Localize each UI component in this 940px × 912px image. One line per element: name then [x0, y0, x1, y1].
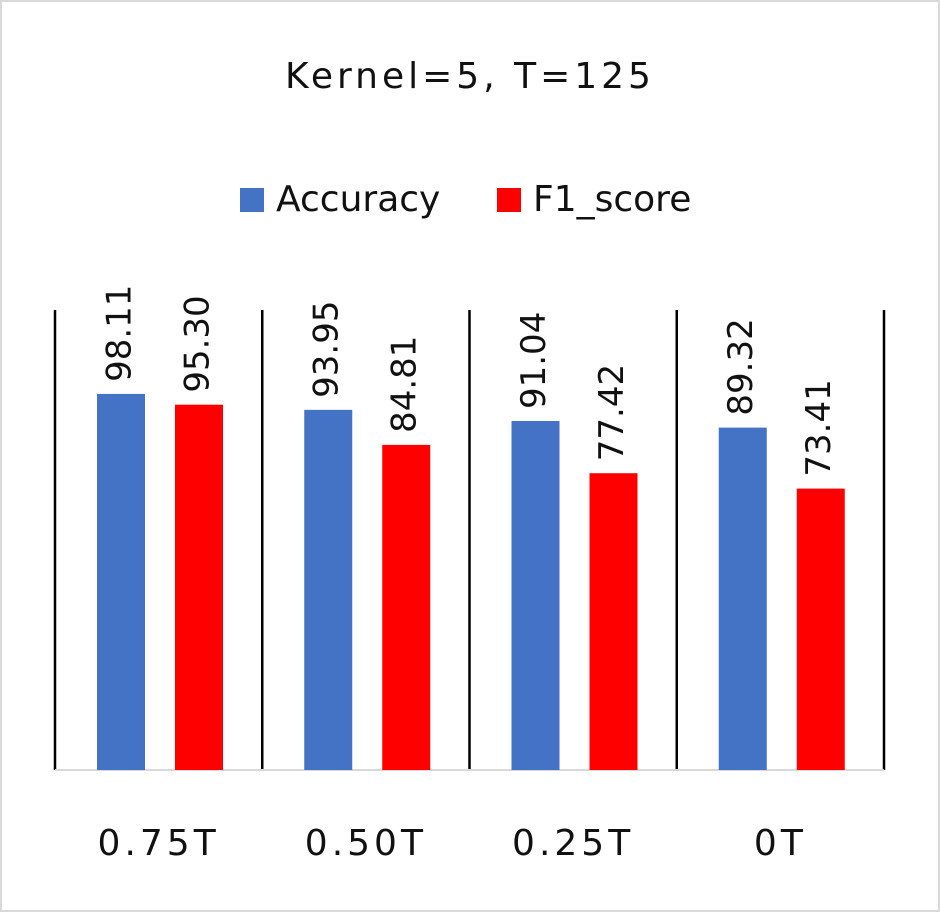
bar [511, 421, 560, 770]
legend-swatch [240, 188, 264, 212]
legend-swatch [497, 188, 521, 212]
value-label: 84.81 [385, 336, 425, 433]
bar [304, 409, 353, 770]
legend-label: F1_score [533, 179, 691, 220]
value-label: 77.42 [592, 364, 632, 461]
value-label: 93.95 [307, 301, 347, 398]
bar [718, 427, 767, 770]
legend-label: Accuracy [276, 179, 440, 220]
value-label: 95.30 [178, 295, 218, 392]
x-tick-label: 0T [754, 823, 807, 864]
bar [589, 473, 638, 770]
x-tick-label: 0.25T [512, 823, 634, 864]
value-label: 89.32 [721, 318, 761, 415]
bar [382, 444, 431, 770]
bar [175, 404, 223, 770]
x-tick-label: 0.75T [98, 823, 220, 864]
x-tick-label: 0.50T [305, 823, 427, 864]
value-label: 91.04 [514, 312, 554, 409]
value-label: 73.41 [799, 379, 839, 476]
chart-title: Kernel=5, T=125 [285, 56, 655, 97]
value-label: 98.11 [100, 285, 140, 382]
bar [796, 488, 845, 770]
bar [97, 393, 145, 770]
